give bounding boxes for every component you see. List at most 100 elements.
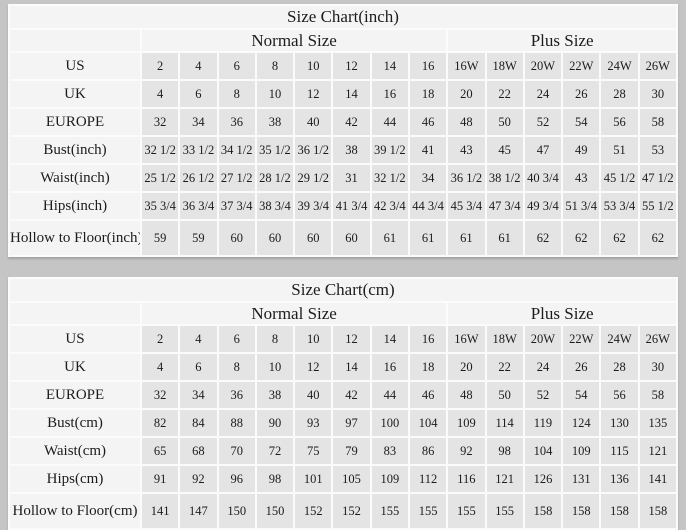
- size-cell: 14: [371, 326, 408, 352]
- size-cell: 45 3/4: [448, 193, 485, 219]
- corner-cell: [10, 303, 140, 324]
- size-cell: 42 3/4: [371, 193, 408, 219]
- size-cell: 38 1/2: [486, 165, 523, 191]
- size-cell: 18: [409, 354, 447, 380]
- size-cell: 40: [295, 109, 332, 135]
- table-row: EUROPE 32 34 36 38 40 42 44 46 48 50 52 54 56 58: [10, 109, 676, 135]
- size-cell: 4: [142, 354, 179, 380]
- size-cell: 28: [601, 354, 638, 380]
- size-cell: 24W: [601, 53, 638, 79]
- size-cell: 37 3/4: [218, 193, 255, 219]
- size-cell: 101: [295, 466, 332, 492]
- size-cell: 30: [639, 81, 676, 107]
- size-cell: 36 3/4: [180, 193, 217, 219]
- size-cell: 158: [601, 494, 638, 528]
- size-cell: 152: [295, 494, 332, 528]
- size-cell: 28: [601, 81, 638, 107]
- size-cell: 14: [371, 53, 408, 79]
- size-cell: 55 1/2: [639, 193, 676, 219]
- size-cell: 10: [256, 81, 294, 107]
- size-cell: 16W: [448, 326, 485, 352]
- size-cell: 121: [639, 438, 676, 464]
- size-cell: 38 3/4: [256, 193, 294, 219]
- corner-cell: [10, 30, 140, 51]
- size-cell: 25 1/2: [142, 165, 179, 191]
- size-cell: 92: [180, 466, 217, 492]
- table-row: EUROPE 32 34 36 38 40 42 44 46 48 50 52 54 56 58: [10, 382, 676, 408]
- size-cell: 124: [563, 410, 600, 436]
- size-cell: 6: [218, 326, 255, 352]
- table-title: Size Chart(inch): [10, 6, 676, 28]
- size-cell: 43: [448, 137, 485, 163]
- size-cell: 32 1/2: [142, 137, 179, 163]
- group-header-plus-size: Plus Size: [448, 303, 676, 324]
- size-cell: 40: [295, 382, 332, 408]
- size-cell: 26: [563, 354, 600, 380]
- size-cell: 16: [371, 354, 408, 380]
- size-cell: 4: [180, 326, 217, 352]
- size-cell: 68: [180, 438, 217, 464]
- size-cell: 16: [409, 53, 447, 79]
- size-cell: 150: [256, 494, 294, 528]
- size-cell: 60: [333, 221, 370, 255]
- size-cell: 59: [142, 221, 179, 255]
- size-chart-inch-table: Size Chart(inch) Normal Size Plus Size U…: [8, 4, 678, 257]
- size-cell: 53: [639, 137, 676, 163]
- size-cell: 105: [333, 466, 370, 492]
- size-cell: 155: [371, 494, 408, 528]
- title-row: Size Chart(cm): [10, 279, 676, 301]
- size-cell: 12: [333, 53, 370, 79]
- size-cell: 34: [180, 382, 217, 408]
- size-cell: 50: [486, 109, 523, 135]
- size-cell: 39 1/2: [371, 137, 408, 163]
- group-header-row: Normal Size Plus Size: [10, 303, 676, 324]
- row-label: EUROPE: [10, 382, 140, 408]
- size-cell: 48: [448, 109, 485, 135]
- size-cell: 116: [448, 466, 485, 492]
- size-cell: 135: [639, 410, 676, 436]
- size-cell: 150: [218, 494, 255, 528]
- size-cell: 14: [333, 354, 370, 380]
- size-cell: 10: [295, 326, 332, 352]
- size-cell: 46: [409, 382, 447, 408]
- size-cell: 58: [639, 382, 676, 408]
- table-row: Waist(inch) 25 1/2 26 1/2 27 1/2 28 1/2 29 1/…: [10, 165, 676, 191]
- table-row: US 2 4 6 8 10 12 14 16 16W 18W 20W 22W 24W 26W: [10, 326, 676, 352]
- size-cell: 28 1/2: [256, 165, 294, 191]
- size-cell: 158: [524, 494, 562, 528]
- size-cell: 27 1/2: [218, 165, 255, 191]
- size-cell: 60: [256, 221, 294, 255]
- size-cell: 12: [295, 354, 332, 380]
- size-cell: 136: [601, 466, 638, 492]
- size-cell: 109: [371, 466, 408, 492]
- size-cell: 22: [486, 354, 523, 380]
- size-cell: 93: [295, 410, 332, 436]
- size-cell: 92: [448, 438, 485, 464]
- size-cell: 72: [256, 438, 294, 464]
- size-cell: 42: [333, 109, 370, 135]
- size-cell: 24: [524, 354, 562, 380]
- table-body: US 2 4 6 8 10 12 14 16 16W 18W 20W 22W 24W 26W UK 4 6 8 10 1…: [10, 53, 676, 255]
- size-cell: 100: [371, 410, 408, 436]
- size-cell: 62: [524, 221, 562, 255]
- size-cell: 36 1/2: [448, 165, 485, 191]
- group-header-normal-size: Normal Size: [142, 30, 447, 51]
- size-cell: 62: [639, 221, 676, 255]
- size-cell: 4: [180, 53, 217, 79]
- table-row: UK 4 6 8 10 12 14 16 18 20 22 24 26 28 30: [10, 354, 676, 380]
- size-cell: 130: [601, 410, 638, 436]
- size-cell: 26W: [639, 53, 676, 79]
- size-cell: 26 1/2: [180, 165, 217, 191]
- size-cell: 6: [218, 53, 255, 79]
- size-cell: 52: [524, 109, 562, 135]
- size-cell: 86: [409, 438, 447, 464]
- size-cell: 22: [486, 81, 523, 107]
- size-cell: 131: [563, 466, 600, 492]
- size-cell: 70: [218, 438, 255, 464]
- table-body: US 2 4 6 8 10 12 14 16 16W 18W 20W 22W 24W 26W UK 4 6 8 10 1…: [10, 326, 676, 528]
- size-cell: 47 1/2: [639, 165, 676, 191]
- row-label: EUROPE: [10, 109, 140, 135]
- table-row: Bust(inch) 32 1/2 33 1/2 34 1/2 35 1/2 36 1/2…: [10, 137, 676, 163]
- size-cell: 158: [639, 494, 676, 528]
- row-label: UK: [10, 81, 140, 107]
